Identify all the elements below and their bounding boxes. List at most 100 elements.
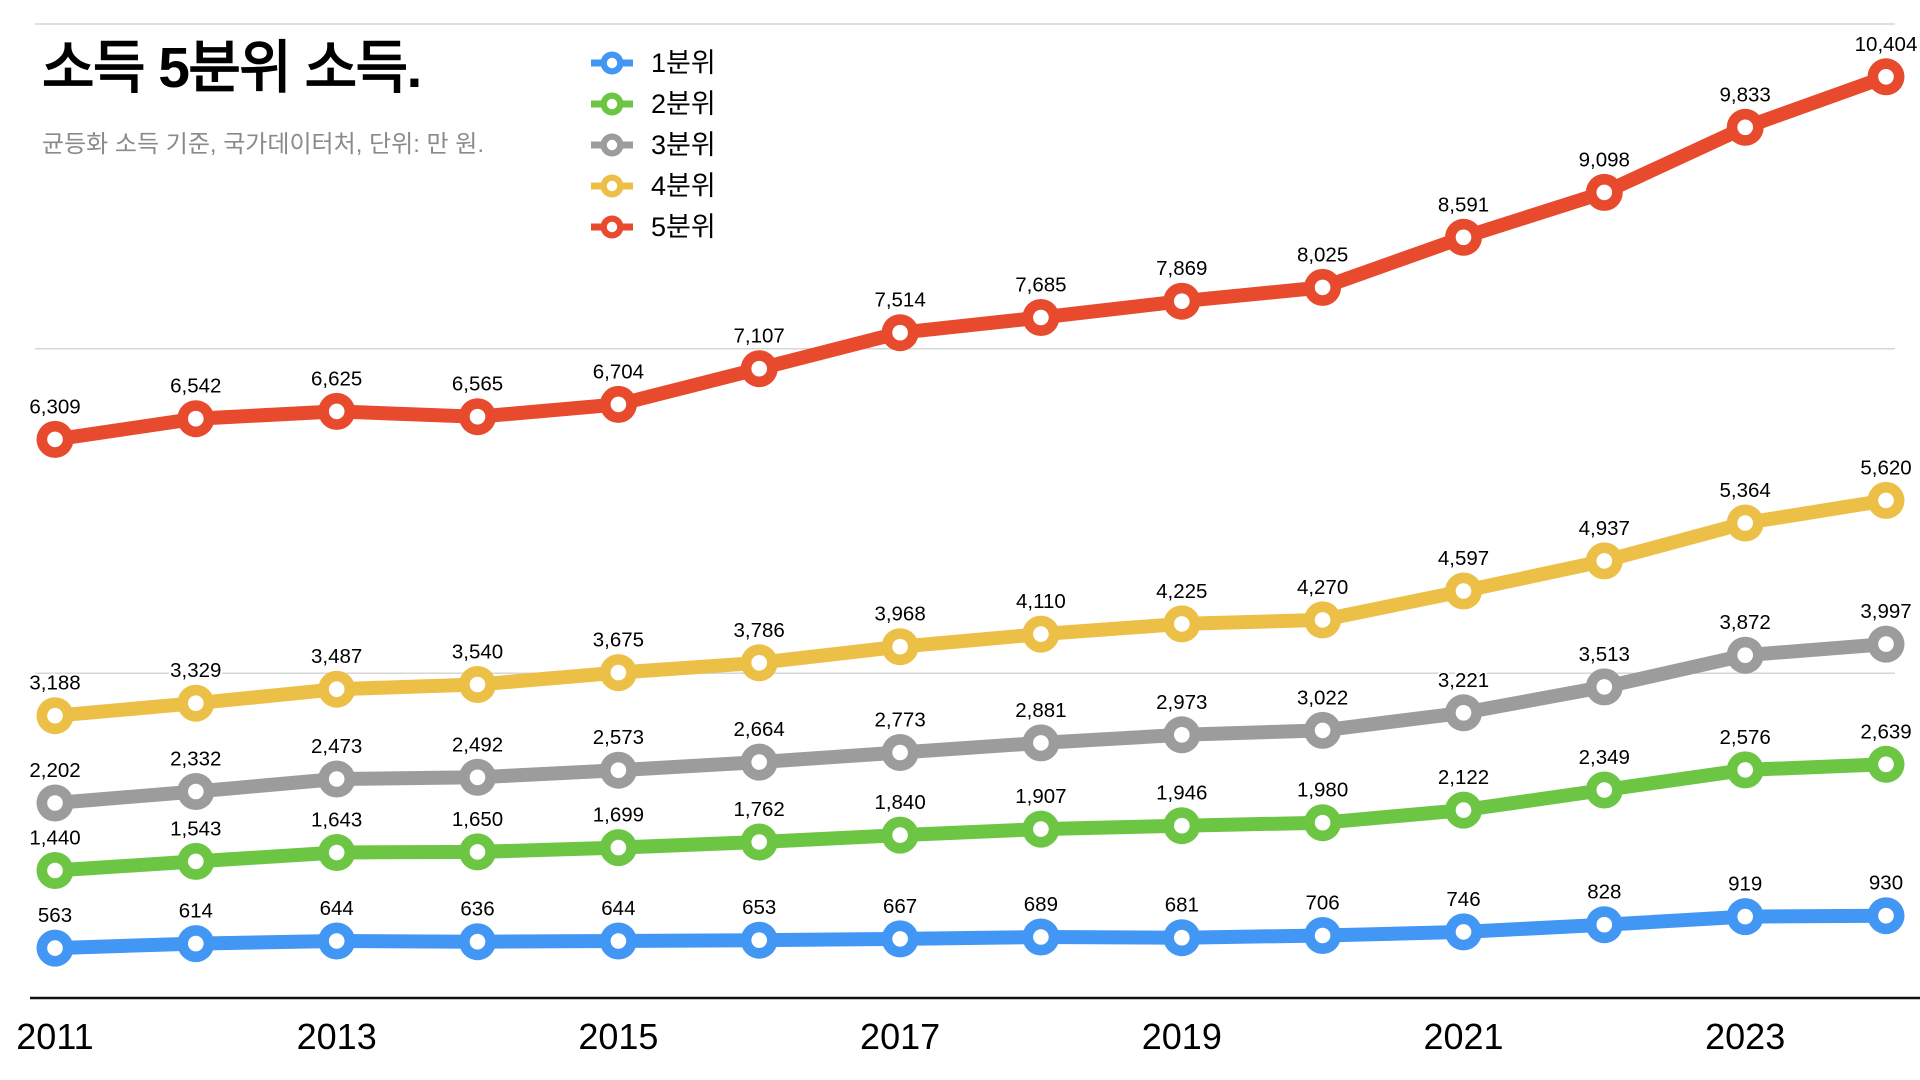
data-point-marker-hole <box>1174 817 1190 834</box>
data-point-marker-hole <box>1314 927 1331 944</box>
data-point-marker-hole <box>1314 814 1331 831</box>
data-point-marker-hole <box>469 933 486 950</box>
data-point-marker-hole <box>751 655 767 671</box>
data-point-marker-hole <box>47 795 63 811</box>
data-point-marker-hole <box>892 931 908 947</box>
data-point-label: 1,840 <box>874 791 925 814</box>
x-axis-tick-label: 2013 <box>297 1016 377 1057</box>
series-line-2분위 <box>48 757 1893 878</box>
legend-marker-icon <box>591 133 633 157</box>
chart-subtitle: 균등화 소득 기준, 국가데이터처, 단위: 만 원. <box>42 130 485 158</box>
series-4분위: 3,188 3,329 3,487 3,540 3,675 3,786 3,968 4,110… <box>27 454 1914 735</box>
data-point-marker-hole <box>751 932 767 948</box>
data-point-label: 644 <box>320 897 354 920</box>
data-point-marker-hole <box>892 744 908 761</box>
data-point-label: 1,907 <box>1015 785 1066 808</box>
data-point-marker-hole <box>1455 229 1472 246</box>
chart-title: 소득 5분위 소득. <box>42 36 422 100</box>
data-point-marker-hole <box>1596 782 1613 798</box>
data-point-label: 3,188 <box>29 672 80 695</box>
data-point-marker-hole <box>1878 69 1894 85</box>
data-point-marker-hole <box>188 783 204 800</box>
data-point-label: 5,620 <box>1860 456 1911 479</box>
data-point-label: 746 <box>1446 888 1480 911</box>
legend-item-quintile-2: 2분위 <box>590 90 716 117</box>
data-point-marker-hole <box>610 762 627 778</box>
data-point-label: 706 <box>1305 892 1339 915</box>
legend-item-quintile-4: 4분위 <box>590 172 716 199</box>
data-point-marker-hole <box>1455 802 1472 818</box>
data-point-label: 653 <box>742 896 776 919</box>
legend-label: 5분위 <box>651 211 716 242</box>
data-point-label: 3,968 <box>874 603 925 626</box>
data-point-label: 2,973 <box>1156 691 1207 714</box>
data-point-marker-hole <box>188 410 204 427</box>
data-point-marker-hole <box>610 396 627 413</box>
data-point-label: 9,098 <box>1579 148 1630 171</box>
x-axis-tick-label: 2019 <box>1142 1016 1222 1057</box>
data-point-marker-hole <box>328 844 345 861</box>
data-point-marker-hole <box>1174 727 1190 743</box>
data-point-label: 5,364 <box>1720 479 1771 502</box>
data-point-label: 689 <box>1024 893 1058 916</box>
data-point-label: 1,946 <box>1156 782 1207 805</box>
legend-label: 1분위 <box>651 47 716 78</box>
data-point-marker-hole <box>1455 705 1472 721</box>
data-point-label: 3,872 <box>1720 611 1771 634</box>
data-point-label: 7,107 <box>734 325 785 348</box>
data-point-marker-hole <box>328 933 345 949</box>
data-point-marker-hole <box>1314 279 1331 296</box>
data-point-label: 2,473 <box>311 735 362 758</box>
data-point-label: 4,597 <box>1438 547 1489 570</box>
series-2분위: 1,440 1,543 1,643 1,650 1,699 1,762 1,840 1,907… <box>27 718 1914 889</box>
data-point-label: 2,576 <box>1720 726 1771 749</box>
data-point-label: 3,540 <box>452 641 503 664</box>
data-point-marker-hole <box>188 853 204 870</box>
data-point-label: 1,543 <box>170 817 221 840</box>
data-point-label: 6,704 <box>593 360 644 383</box>
data-point-label: 614 <box>179 900 213 923</box>
data-point-label: 6,542 <box>170 375 221 398</box>
data-point-label: 3,487 <box>311 645 362 668</box>
data-point-marker-hole <box>1174 929 1190 946</box>
data-point-marker-hole <box>1596 184 1613 201</box>
data-point-label: 3,997 <box>1860 600 1911 623</box>
data-point-marker-hole <box>751 360 767 377</box>
data-point-label: 644 <box>601 897 635 920</box>
data-point-marker-hole <box>1455 583 1472 599</box>
data-point-label: 6,625 <box>311 367 362 390</box>
x-axis-tick-label: 2015 <box>578 1016 658 1057</box>
data-point-label: 919 <box>1728 873 1762 896</box>
data-point-label: 828 <box>1587 881 1621 904</box>
data-point-label: 2,881 <box>1015 699 1066 722</box>
series-line-4분위 <box>48 493 1893 723</box>
data-point-marker-hole <box>328 403 345 420</box>
data-point-marker-hole <box>1174 616 1190 632</box>
data-point-marker-hole <box>469 676 486 693</box>
chart-header: 소득 5분위 소득. 균등화 소득 기준, 국가데이터처, 단위: 만 원. <box>42 36 484 159</box>
series-1분위: 563 614 644 636 644 653 667 689 681 706 746 828 919 9… <box>36 870 1905 967</box>
data-point-marker-hole <box>1174 293 1190 310</box>
legend-marker-icon <box>591 92 633 116</box>
data-point-marker-hole <box>47 431 63 448</box>
data-point-marker-hole <box>1737 119 1753 136</box>
data-point-label: 7,685 <box>1015 274 1066 297</box>
data-point-marker-hole <box>1033 309 1049 326</box>
data-point-label: 3,675 <box>593 629 644 652</box>
data-point-label: 4,270 <box>1297 576 1348 599</box>
data-point-label: 9,833 <box>1720 83 1771 106</box>
legend-marker-icon <box>591 51 633 75</box>
data-point-label: 2,639 <box>1860 720 1911 743</box>
series-line-3분위 <box>48 637 1893 810</box>
x-axis-tick-label: 2021 <box>1423 1016 1503 1057</box>
data-point-label: 2,773 <box>874 709 925 732</box>
data-point-marker-hole <box>892 324 908 341</box>
data-point-marker-hole <box>1314 722 1331 739</box>
data-point-marker-hole <box>1033 626 1049 642</box>
data-point-label: 4,225 <box>1156 580 1207 603</box>
data-point-label: 7,869 <box>1156 257 1207 280</box>
data-point-marker-hole <box>1596 553 1613 569</box>
data-point-label: 2,332 <box>170 748 221 771</box>
data-point-label: 2,122 <box>1438 766 1489 789</box>
